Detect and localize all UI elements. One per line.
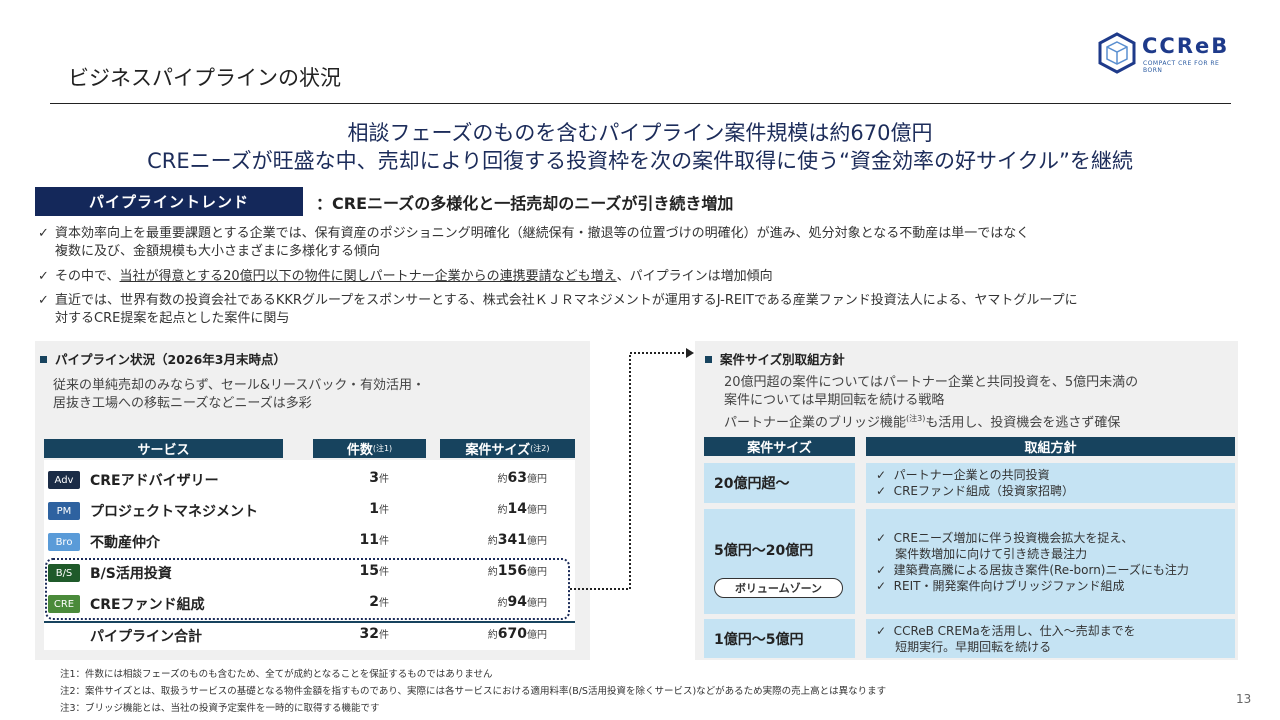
service-badge: PM	[48, 502, 80, 520]
bullet-underlined: 当社が得意とする20億円以下の物件に関しパートナー企業からの連携要請なども増え	[119, 269, 617, 284]
title-divider	[50, 103, 1231, 104]
policy-cell: ✓ CCReB CREMaを活用し、仕入～売却までを 短期実行。早期回転を続ける	[866, 619, 1235, 658]
amount-cell: 約670億円	[487, 626, 547, 642]
square-bullet-icon	[705, 356, 712, 363]
policy-heading: 案件サイズ別取組方針	[705, 349, 845, 368]
header-policy: 取組方針	[866, 437, 1235, 456]
bullet-2: ✓ その中で、当社が得意とする20億円以下の物件に関しパートナー企業からの連携要請…	[38, 268, 773, 286]
bullet-text: 直近では、世界有数の投資会社であるKKRグループをスポンサーとする、株式会社ＫＪ…	[55, 293, 1078, 308]
total-divider	[44, 621, 575, 623]
headline-1: 相談フェーズのものを含むパイプライン案件規模は約670億円	[347, 121, 933, 145]
page-number: 13	[1236, 692, 1252, 706]
count-cell: 1件	[369, 501, 389, 517]
ccreb-logo: CCReB COMPACT CRE FOR RE BORN	[1098, 32, 1238, 74]
amount-cell: 約14億円	[497, 501, 547, 517]
note-2: 注2：案件サイズとは、取扱うサービスの基礎となる物件金額を指すものであり、実際に…	[60, 686, 887, 697]
service-badge: Bro	[48, 533, 80, 551]
count-cell: 15件	[359, 563, 389, 579]
policy-item: 短期実行。早期回転を続ける	[876, 640, 1052, 654]
count-cell: 32件	[359, 626, 389, 642]
amount-cell: 約94億円	[497, 594, 547, 610]
table-row: PM プロジェクトマネジメント 1件 約14億円	[44, 499, 575, 523]
amount-cell: 約341億円	[487, 532, 547, 548]
check-icon: ✓	[38, 226, 49, 241]
header-size: 案件サイズ (注2)	[440, 439, 575, 458]
case-size-cell: 20億円超～	[704, 463, 855, 503]
table-row: Adv CREアドバイザリー 3件 約63億円	[44, 468, 575, 492]
service-badge: B/S	[48, 564, 80, 582]
case-size-label: 5億円～20億円	[714, 543, 814, 559]
trend-label: パイプライントレンド	[35, 187, 303, 216]
policy-item: ✓ CREニーズ増加に伴う投資機会拡大を捉え、	[876, 531, 1134, 545]
policy-item: ✓ CCReB CREMaを活用し、仕入～売却までを	[876, 624, 1136, 638]
policy-item: 案件数増加に向けて引き続き最注力	[876, 547, 1088, 561]
bullet-3: ✓ 直近では、世界有数の投資会社であるKKRグループをスポンサーとする、株式会社Ｋ…	[38, 292, 1078, 328]
policy-item: ✓ CREファンド組成（投資家招聘）	[876, 484, 1074, 498]
bullet-text: 複数に及び、金額規模も大小さまざまに多様化する傾向	[55, 244, 381, 259]
bullet-text: 資本効率向上を最重要課題とする企業では、保有資産のポジショニング明確化（継続保有…	[55, 226, 1030, 241]
policy-item: ✓ 建築費高騰による居抜き案件(Re-born)ニーズにも注力	[876, 563, 1189, 577]
service-name: CREアドバイザリー	[90, 473, 219, 489]
total-row: パイプライン合計 32件 約670億円	[44, 624, 575, 648]
service-name: B/S活用投資	[90, 566, 172, 582]
policy-item: ✓ パートナー企業との共同投資	[876, 468, 1050, 482]
note-3: 注3：ブリッジ機能とは、当社の投資予定案件を一時的に取得する機能です	[60, 703, 380, 714]
policy-cell: ✓ パートナー企業との共同投資 ✓ CREファンド組成（投資家招聘）	[866, 463, 1235, 503]
policy-cell: ✓ CREニーズ増加に伴う投資機会拡大を捉え、 案件数増加に向けて引き続き最注力…	[866, 509, 1235, 614]
trend-text: ：CREニーズの多様化と一括売却のニーズが引き続き増加	[316, 194, 734, 213]
bullet-text: その中で、	[55, 269, 120, 284]
table-row: Bro 不動産仲介 11件 約341億円	[44, 530, 575, 554]
policy-desc: 20億円超の案件についてはパートナー企業と共同投資を、5億円未満の 案件については…	[724, 375, 1139, 431]
cube-logo-icon	[1098, 32, 1136, 74]
dotted-arrow	[570, 348, 694, 590]
service-name: 不動産仲介	[90, 535, 160, 551]
service-badge: Adv	[48, 471, 80, 489]
service-name: パイプライン合計	[90, 629, 202, 645]
service-name: CREファンド組成	[90, 597, 205, 613]
table-row: B/S B/S活用投資 15件 約156億円	[44, 561, 575, 585]
highlight-box	[45, 558, 570, 620]
amount-cell: 約156億円	[487, 563, 547, 579]
headline-2: CREニーズが旺盛な中、売却により回復する投資枠を次の案件取得に使う“資金効率の…	[147, 149, 1133, 173]
check-icon: ✓	[38, 269, 49, 284]
count-cell: 2件	[369, 594, 389, 610]
case-size-cell: 1億円～5億円	[704, 619, 855, 658]
note-1: 注1：件数には相談フェーズのものも含むため、全てが成約となることを保証するもので…	[60, 669, 493, 680]
policy-item: ✓ REIT・開発案件向けブリッジファンド組成	[876, 579, 1125, 593]
service-name: プロジェクトマネジメント	[90, 504, 258, 520]
count-cell: 3件	[369, 470, 389, 486]
bullet-text: 対するCRE提案を起点とした案件に関与	[55, 311, 290, 326]
page-title: ビジネスパイプラインの状況	[68, 66, 341, 90]
case-size-label: 1億円～5億円	[714, 632, 804, 648]
volume-zone-tag: ボリュームゾーン	[714, 578, 843, 598]
service-badge: CRE	[48, 595, 80, 613]
count-cell: 11件	[359, 532, 389, 548]
header-case-size: 案件サイズ	[704, 437, 855, 456]
pipeline-desc: 従来の単純売却のみならず、セール&リースバック・有効活用・ 居抜き工場への移転ニー…	[53, 378, 426, 411]
header-service: サービス	[44, 439, 283, 458]
header-count: 件数 (注1)	[313, 439, 426, 458]
amount-cell: 約63億円	[497, 470, 547, 486]
case-size-label: 20億円超～	[714, 476, 790, 492]
table-row: CRE CREファンド組成 2件 約94億円	[44, 592, 575, 616]
square-bullet-icon	[40, 356, 47, 363]
check-icon: ✓	[38, 293, 49, 308]
bullet-1: ✓ 資本効率向上を最重要課題とする企業では、保有資産のポジショニング明確化（継続保…	[38, 225, 1029, 261]
bullet-text: 、パイプラインは増加傾向	[616, 269, 773, 284]
pipeline-heading: パイプライン状況（2026年3月末時点）	[40, 349, 286, 368]
case-size-cell: 5億円～20億円ボリュームゾーン	[704, 509, 855, 614]
